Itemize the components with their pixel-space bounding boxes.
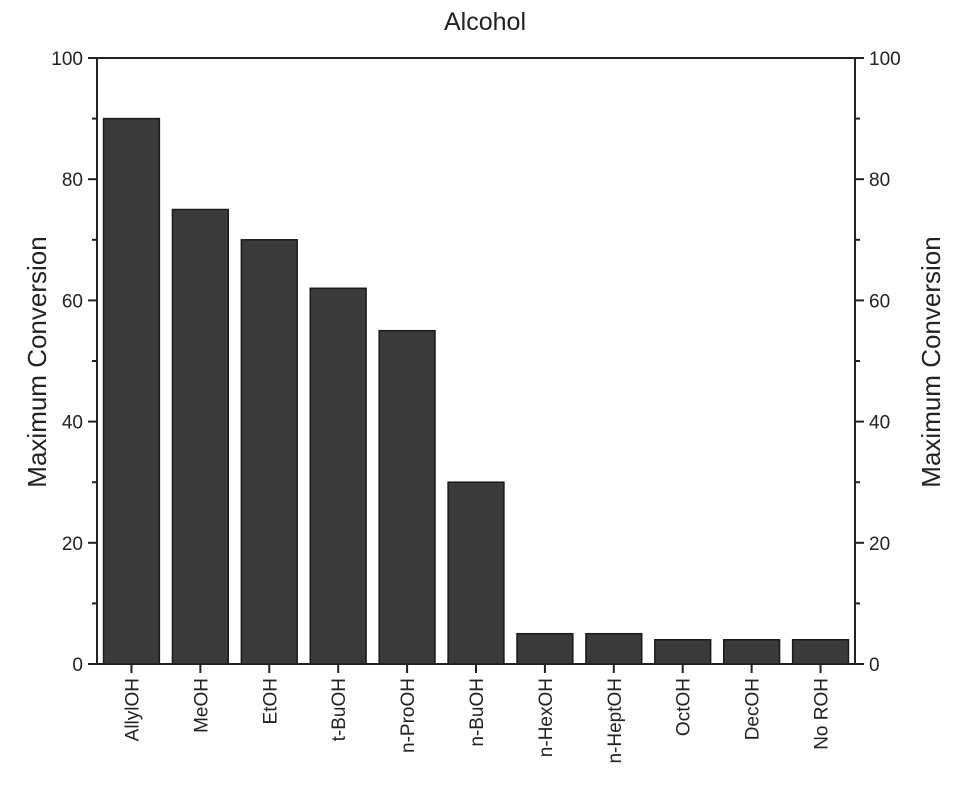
x-tick-label: DecOH [743, 678, 764, 740]
y-tick-label-left: 0 [72, 655, 83, 676]
x-tick-label: n-HexOH [536, 678, 557, 757]
x-tick-label: n-HeptOH [605, 678, 626, 764]
bar-n-hexoh [517, 634, 573, 664]
bar-n-buoh [448, 482, 504, 664]
y-tick-label-left: 80 [62, 170, 83, 191]
y-tick-label-left: 100 [51, 49, 83, 70]
x-tick-label: No ROH [812, 678, 833, 750]
bars-group [104, 119, 849, 664]
chart-title: Alcohol [444, 8, 526, 36]
y-tick-label-left: 60 [62, 291, 83, 312]
x-tick-label: t-BuOH [329, 678, 350, 741]
y-tick-label-right: 0 [869, 655, 880, 676]
bar-etoh [241, 240, 297, 664]
x-tick-label: MeOH [191, 678, 212, 733]
bar-no-roh [793, 640, 849, 664]
bar-n-heptoh [586, 634, 642, 664]
bar-n-prooh [379, 331, 435, 664]
y-axis-title-left: Maximum Conversion [22, 236, 52, 487]
y-tick-label-right: 60 [869, 291, 890, 312]
bar-decoh [724, 640, 780, 664]
y-tick-label-right: 40 [869, 413, 890, 434]
x-tick-label: AllylOH [122, 678, 143, 741]
y-axis-title-right: Maximum Conversion [916, 236, 946, 487]
x-tick-label: OctOH [674, 678, 695, 736]
y-tick-label-left: 20 [62, 534, 83, 555]
bar-meoh [172, 210, 228, 665]
x-tick-label: n-ProOH [398, 678, 419, 753]
bar-t-buoh [310, 288, 366, 664]
bar-allyloh [104, 119, 160, 664]
y-tick-label-left: 40 [62, 413, 83, 434]
x-tick-label: n-BuOH [467, 678, 488, 747]
y-tick-label-right: 80 [869, 170, 890, 191]
bar-octoh [655, 640, 711, 664]
x-tick-label: EtOH [260, 678, 281, 724]
y-tick-label-right: 100 [869, 49, 901, 70]
y-tick-label-right: 20 [869, 534, 890, 555]
